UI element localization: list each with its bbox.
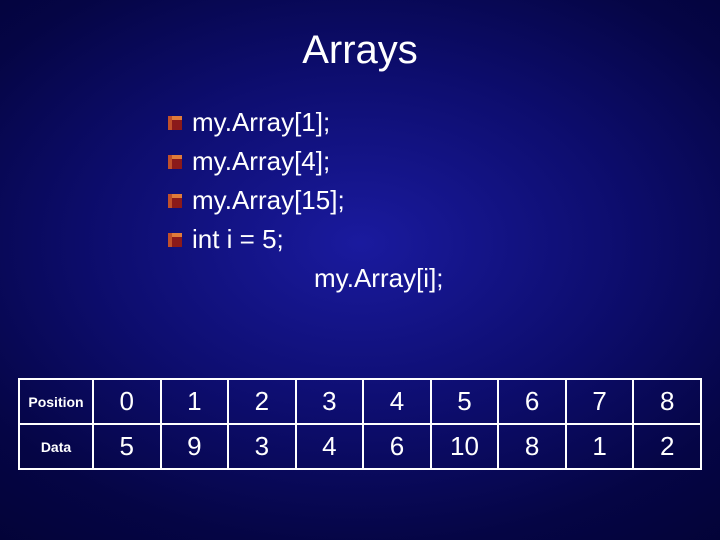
- bullet-item: int i = 5;: [168, 222, 720, 257]
- bullet-list: my.Array[1]; my.Array[4]; my.Array[15]; …: [168, 105, 720, 296]
- table-row: Data 5 9 3 4 6 10 8 1 2: [19, 424, 701, 469]
- table-cell: 4: [363, 379, 431, 424]
- table-row: Position 0 1 2 3 4 5 6 7 8: [19, 379, 701, 424]
- bullet-item: my.Array[4];: [168, 144, 720, 179]
- table-cell: 2: [633, 424, 701, 469]
- table-cell: 2: [228, 379, 296, 424]
- bullet-icon: [168, 155, 182, 169]
- bullet-icon: [168, 233, 182, 247]
- table-cell: 6: [363, 424, 431, 469]
- table-cell: 5: [93, 424, 161, 469]
- continuation-line: my.Array[i];: [314, 261, 720, 296]
- continuation-text: my.Array[i];: [314, 263, 444, 293]
- bullet-icon: [168, 194, 182, 208]
- bullet-text: my.Array[4];: [192, 144, 330, 179]
- table-cell: 3: [296, 379, 364, 424]
- table-cell: 5: [431, 379, 499, 424]
- bullet-item: my.Array[1];: [168, 105, 720, 140]
- table-cell: 1: [161, 379, 229, 424]
- array-table: Position 0 1 2 3 4 5 6 7 8 Data 5 9 3 4 …: [18, 378, 702, 470]
- table-cell: 8: [498, 424, 566, 469]
- row-label-position: Position: [19, 379, 93, 424]
- bullet-text: int i = 5;: [192, 222, 284, 257]
- table-cell: 6: [498, 379, 566, 424]
- table-cell: 9: [161, 424, 229, 469]
- table-cell: 0: [93, 379, 161, 424]
- bullet-icon: [168, 116, 182, 130]
- bullet-text: my.Array[1];: [192, 105, 330, 140]
- row-label-data: Data: [19, 424, 93, 469]
- table-cell: 3: [228, 424, 296, 469]
- bullet-text: my.Array[15];: [192, 183, 345, 218]
- table-cell: 10: [431, 424, 499, 469]
- table-cell: 7: [566, 379, 634, 424]
- table-cell: 4: [296, 424, 364, 469]
- table-cell: 1: [566, 424, 634, 469]
- data-table: Position 0 1 2 3 4 5 6 7 8 Data 5 9 3 4 …: [18, 378, 702, 470]
- table-cell: 8: [633, 379, 701, 424]
- bullet-item: my.Array[15];: [168, 183, 720, 218]
- slide-title: Arrays: [0, 0, 720, 93]
